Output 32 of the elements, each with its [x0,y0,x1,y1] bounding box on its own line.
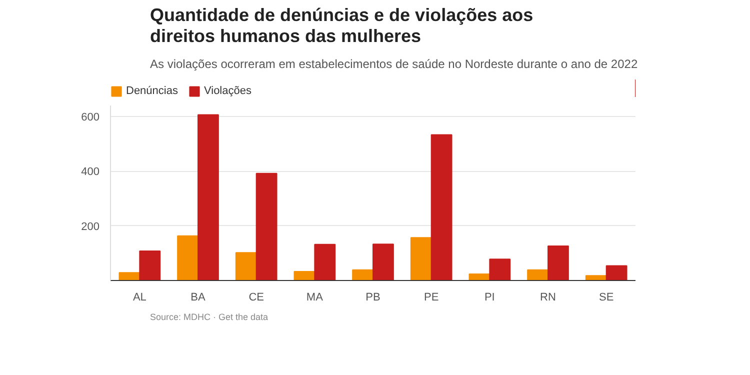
bar [235,252,257,280]
bar [256,172,278,280]
bar [489,258,511,280]
bar [314,243,336,280]
x-tick-label: AL [132,291,146,304]
legend-label: Violações [204,84,252,97]
bar [352,268,374,280]
bar [410,236,432,280]
chart-title: Quantidade de denúncias e de violações aos direitos humanos das mulheres [150,5,534,46]
source-note: Source: MDHC · Get the data [150,310,268,324]
bar [198,114,219,280]
x-tick-label: PE [424,291,439,304]
bar [118,272,140,280]
x-tick-label: PI [484,291,495,304]
bar [606,264,628,280]
legend-label: Denúncias [126,84,178,97]
x-tick-label: BA [190,291,206,304]
x-tick-label: CE [248,291,264,304]
chart-subtitle: As violações ocorreram em estabelecimentos de saúde no Nordeste durante o ano de 2022 [150,56,638,74]
bar [527,268,548,280]
bar [177,234,198,280]
y-tick-label: 200 [81,220,100,232]
x-tick-label: PB [366,291,380,304]
y-tick-label: 400 [81,166,100,178]
x-tick-label: MA [306,291,324,304]
bar [430,134,452,280]
x-tick-label: RN [540,291,556,304]
x-tick-label: SE [598,291,614,304]
bar [139,250,161,280]
bar [548,245,569,280]
bar [372,243,394,280]
y-tick-label: 600 [81,110,100,123]
